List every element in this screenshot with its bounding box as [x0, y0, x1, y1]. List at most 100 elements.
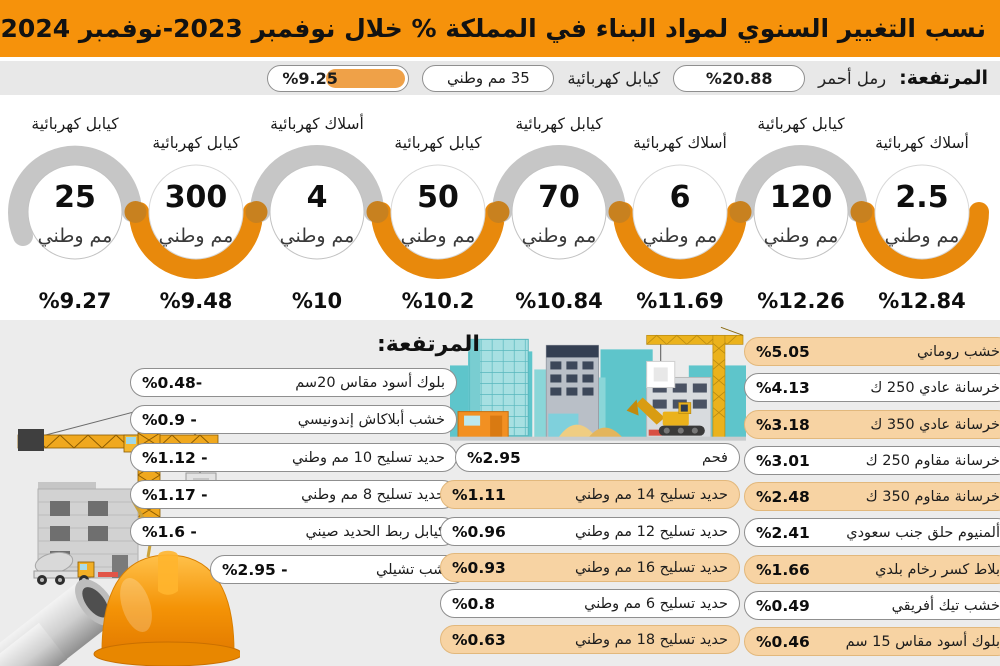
material-value: %2.48 — [756, 487, 810, 506]
unit-label: مم وطني — [643, 225, 718, 247]
category-label: أسلاك كهربائية — [633, 132, 727, 153]
construction-crane-helmet-illustration — [0, 405, 240, 666]
material-label: حديد تسليح 18 مم وطني — [574, 631, 728, 648]
material-label: خرسانة مقاوم 250 ك — [865, 452, 1000, 469]
material-value: %0.9 - — [142, 410, 197, 429]
percent-value: %12.26 — [757, 289, 844, 313]
material-label: خرسانة عادي 250 ك — [870, 379, 1000, 396]
list-item: خرسانة مقاوم 250 ك %3.01 — [744, 446, 1000, 475]
category-label: كيابل كهربائية — [31, 115, 119, 134]
material-value: %0.96 — [452, 522, 506, 541]
material-label: حديد تسليح 8 مم وطني — [301, 486, 445, 503]
material-label: حديد تسليح 12 مم وطني — [574, 523, 728, 540]
joint-dot — [366, 201, 389, 223]
highlight-bar — [325, 68, 406, 88]
circle — [27, 164, 123, 260]
highlight-value-pill: %9.25 — [267, 64, 410, 92]
list-item: خرسانة عادي 350 ك %3.18 — [744, 410, 1000, 439]
material-value: %2.95 — [467, 448, 521, 467]
material-value: %3.01 — [756, 451, 810, 470]
list-item: حديد تسليح 8 مم وطني %1.17 - — [130, 480, 457, 509]
list-item: بلاط كسر رخام بلدي %1.66 — [744, 555, 1000, 584]
material-label: خشب تيك أفريقي — [891, 597, 1000, 614]
category-label: كيابل كهربائية — [152, 134, 240, 153]
material-label: خشب تشيلي — [376, 561, 455, 578]
material-value: %1.66 — [756, 560, 810, 579]
material-label: خرسانة مقاوم 350 ك — [865, 488, 1000, 505]
material-value: %1.17 - — [142, 485, 208, 504]
list-item: حديد تسليح 12 مم وطني %0.96 — [440, 517, 740, 546]
chain-item: كيابل كهربائية 70 مم وطني %10.84 — [511, 115, 607, 313]
chain-item: كيابل كهربائية 25 مم وطني %9.27 — [27, 115, 123, 313]
orange-arc — [371, 202, 505, 279]
material-value: %1.12 - — [142, 448, 208, 467]
percent-value: %10 — [292, 289, 342, 313]
unit-label: مم وطني — [280, 225, 355, 247]
construction-site-illustration — [450, 326, 746, 441]
unit-label: مم وطني — [159, 225, 234, 247]
material-label: حديد تسليح 14 مم وطني — [574, 486, 728, 503]
chain-section: كيابل كهربائية 25 مم وطني %9.27 كيابل كه… — [0, 95, 1000, 320]
sand-pile-icon — [558, 424, 623, 438]
list-item: كيابل ربط الحديد صيني %1.6 - — [130, 517, 457, 546]
material-label: كيابل ربط الحديد صيني — [305, 523, 445, 540]
value-pill: %20.88 — [673, 64, 806, 92]
chain-item: كيابل كهربائية 120 مم وطني %12.26 — [753, 115, 849, 313]
material-value: %5.05 — [756, 342, 810, 361]
list-item: بلوك أسود مقاس 20سم %0.48- — [130, 368, 457, 397]
material-value: %0.8 — [452, 594, 495, 613]
category-label: كيابل كهربائية — [394, 134, 482, 153]
list-item: خرسانة مقاوم 350 ك %2.48 — [744, 482, 1000, 511]
excavator-icon — [626, 397, 705, 436]
category-label: كيابل كهربائية — [515, 115, 603, 134]
material-value: %2.95 - — [222, 560, 288, 579]
tower-building-icon — [545, 344, 600, 439]
list-item: بلوك أسود مقاس 15 سم %0.46 — [744, 627, 1000, 656]
chain-item: كيابل كهربائية 50 مم وطني %10.2 — [390, 134, 486, 313]
material-label: كيابل كهربائية — [567, 68, 661, 88]
safety-helmet-icon — [93, 550, 240, 666]
percent-value: %10.2 — [402, 289, 475, 313]
list-item: ألمنيوم حلق جنب سعودي %2.41 — [744, 518, 1000, 547]
material-label: ألمنيوم حلق جنب سعودي — [846, 524, 1000, 541]
page-title: نسب التغيير السنوي لمواد البناء في الممل… — [0, 14, 986, 43]
unit-label: مم وطني — [522, 225, 597, 247]
material-label: بلوك أسود مقاس 15 سم — [845, 633, 1000, 650]
chain-item: أسلاك كهربائية 2.5 مم وطني %12.84 — [874, 132, 970, 313]
material-value: %20.88 — [705, 68, 773, 88]
list-item: حديد تسليح 16 مم وطني %0.93 — [440, 553, 740, 582]
material-value: %0.93 — [452, 558, 506, 577]
material-value: %4.13 — [756, 378, 810, 397]
list-item: خشب أبلاكاش إندونيسي %0.9 - — [130, 405, 457, 434]
list-item: خشب روماني %5.05 — [744, 337, 1000, 366]
title-bar: نسب التغيير السنوي لمواد البناء في الممل… — [0, 0, 1000, 57]
rising-section-label: المرتفعة: — [377, 332, 480, 357]
joint-dot — [124, 201, 147, 223]
list-item: خشب تيك أفريقي %0.49 — [744, 591, 1000, 620]
percent-value: %9.27 — [39, 289, 112, 313]
material-value: %3.18 — [756, 415, 810, 434]
percent-value: %9.48 — [160, 289, 233, 313]
list-item: حديد تسليح 18 مم وطني %0.63 — [440, 625, 740, 654]
material-value: %1.6 - — [142, 522, 197, 541]
size-value: 4 — [307, 180, 328, 215]
size-value: 2.5 — [895, 180, 948, 215]
material-label: خرسانة عادي 350 ك — [870, 416, 1000, 433]
rising-section-label: المرتفعة: — [899, 67, 988, 89]
percent-value: %10.84 — [515, 289, 602, 313]
gray-arc — [734, 145, 868, 222]
material-size: 35 مم وطني — [446, 69, 530, 87]
material-label: رمل أحمر — [818, 68, 887, 88]
orange-arc — [855, 202, 989, 279]
unit-label: مم وطني — [401, 225, 476, 247]
circle — [511, 164, 607, 260]
circle — [632, 164, 728, 260]
material-label: حديد تسليح 16 مم وطني — [574, 559, 728, 576]
size-value: 120 — [770, 180, 833, 215]
gray-arc — [250, 145, 384, 222]
circle — [874, 164, 970, 260]
material-label: بلاط كسر رخام بلدي — [875, 561, 1000, 578]
material-label: حديد تسليح 6 مم وطني — [584, 595, 728, 612]
unit-label: مم وطني — [38, 225, 113, 247]
top-highlights-row: المرتفعة: رمل أحمر %20.88 كيابل كهربائية… — [0, 61, 1000, 95]
